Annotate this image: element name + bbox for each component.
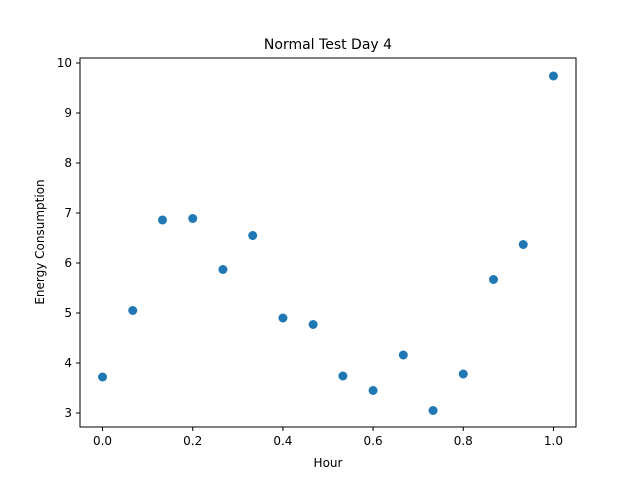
y-tick-label-1: 4 xyxy=(64,356,72,370)
x-tick-label-5: 1.0 xyxy=(544,434,563,448)
x-tick-label-3: 0.6 xyxy=(364,434,383,448)
data-point-6 xyxy=(278,313,288,323)
y-tick-label-6: 9 xyxy=(64,106,72,120)
y-axis: 3 4 5 6 7 8 9 10 xyxy=(57,56,80,420)
y-axis-label: Energy Consumption xyxy=(33,179,47,304)
data-point-7 xyxy=(308,320,318,329)
x-axis-label: Hour xyxy=(314,456,343,470)
y-tick-label-4: 7 xyxy=(64,206,72,220)
y-tick-label-2: 5 xyxy=(64,306,72,320)
data-point-12 xyxy=(458,369,468,379)
data-point-15 xyxy=(548,71,558,81)
data-point-8 xyxy=(338,371,348,381)
x-tick-label-4: 0.8 xyxy=(454,434,473,448)
data-point-0 xyxy=(98,372,108,382)
data-point-10 xyxy=(398,350,408,360)
points-layer xyxy=(98,71,558,415)
chart-title: Normal Test Day 4 xyxy=(264,37,392,53)
data-point-11 xyxy=(428,406,438,415)
data-point-2 xyxy=(158,215,168,225)
x-axis: 0.0 0.2 0.4 0.6 0.8 1.0 xyxy=(93,427,563,448)
plot-frame xyxy=(79,57,577,428)
x-tick-label-0: 0.0 xyxy=(93,434,112,448)
x-tick-label-1: 0.2 xyxy=(183,434,202,448)
y-tick-label-3: 6 xyxy=(64,256,72,270)
data-point-14 xyxy=(518,240,528,249)
data-point-1 xyxy=(128,306,138,315)
data-point-3 xyxy=(188,214,198,223)
y-tick-label-5: 8 xyxy=(64,156,72,170)
data-point-9 xyxy=(368,386,378,395)
y-tick-label-7: 10 xyxy=(57,56,72,70)
data-point-5 xyxy=(248,231,258,240)
data-point-4 xyxy=(218,265,228,274)
data-point-13 xyxy=(488,275,498,284)
y-tick-label-0: 3 xyxy=(64,406,72,420)
x-tick-label-2: 0.4 xyxy=(273,434,292,448)
